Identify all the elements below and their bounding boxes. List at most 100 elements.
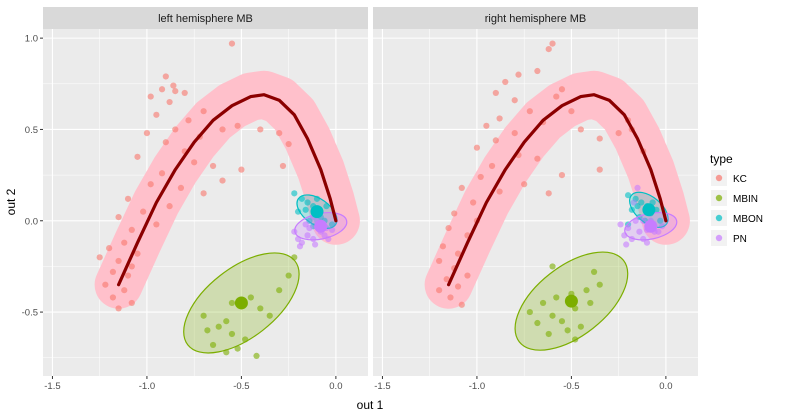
- data-point-kc: [140, 208, 147, 215]
- data-point-pn: [636, 228, 643, 235]
- data-point-kc: [147, 181, 154, 188]
- principal-curve-line: [117, 93, 338, 287]
- data-point-kc: [443, 276, 450, 283]
- data-point-mbin: [285, 272, 292, 279]
- data-point-kc: [162, 73, 169, 80]
- data-point-kc: [106, 245, 113, 252]
- data-point-kc: [170, 82, 177, 89]
- data-point-kc: [445, 224, 452, 232]
- legend-label-mbon: MBON: [733, 214, 763, 225]
- data-point-mbon: [624, 192, 632, 199]
- x-tick-label-right: -1.0: [469, 381, 485, 392]
- data-point-kc: [128, 263, 135, 270]
- data-point-kc: [257, 126, 264, 133]
- data-point-kc: [121, 239, 128, 246]
- data-point-kc: [124, 272, 132, 279]
- data-point-kc: [172, 126, 179, 133]
- data-point-kc: [477, 173, 484, 181]
- x-tick-label-left: -0.5: [233, 381, 249, 392]
- data-point-kc: [454, 283, 462, 290]
- legend-key-pn: [715, 234, 723, 242]
- data-point-mbin: [200, 312, 207, 319]
- x-axis-title: out 1: [357, 398, 384, 412]
- data-point-mbon: [302, 206, 309, 213]
- data-point-kc: [109, 294, 117, 301]
- data-point-kc: [521, 181, 528, 188]
- data-point-kc: [238, 166, 245, 173]
- data-point-mbin: [223, 318, 230, 325]
- legend-title: type: [710, 152, 733, 166]
- strip-right: [373, 7, 698, 29]
- data-point-kc: [200, 190, 207, 197]
- data-point-kc: [553, 93, 560, 100]
- data-point-mbin: [587, 299, 594, 307]
- x-axis-left: -1.5 -1.0 -0.5 0.0: [44, 376, 342, 392]
- data-point-pn: [310, 235, 317, 243]
- data-point-mbin: [549, 312, 556, 319]
- data-point-kc: [549, 40, 556, 47]
- data-point-kc: [596, 135, 603, 142]
- data-point-kc: [502, 78, 509, 86]
- y-axis: -0.5 0.0 0.5 1.0: [22, 34, 43, 319]
- x-tick-label-left: 0.0: [329, 381, 342, 392]
- data-point-mbon: [294, 208, 302, 215]
- data-point-kc: [496, 188, 503, 195]
- data-point-kc: [166, 98, 173, 106]
- centroid-pn: [644, 219, 658, 233]
- data-point-mbin: [228, 330, 236, 338]
- data-point-kc: [96, 254, 103, 261]
- data-point-mbin: [247, 294, 254, 301]
- data-point-mbin: [534, 319, 541, 327]
- data-point-mbin: [596, 281, 603, 288]
- strip-left: [43, 7, 368, 29]
- centroid-mbon: [310, 205, 324, 219]
- data-point-mbin: [577, 323, 584, 330]
- data-point-pn: [655, 228, 662, 235]
- data-point-kc: [492, 137, 499, 144]
- data-point-kc: [158, 170, 166, 177]
- data-point-kc: [134, 250, 141, 257]
- data-point-kc: [464, 272, 471, 279]
- data-point-pn: [302, 221, 309, 228]
- data-point-kc: [458, 301, 465, 308]
- data-point-mbin: [257, 305, 264, 312]
- data-point-pn: [634, 184, 641, 191]
- centroid-mbon: [642, 203, 656, 217]
- data-point-kc: [147, 93, 154, 100]
- principal-curve-line: [447, 93, 668, 287]
- data-point-kc: [496, 115, 503, 122]
- strip-title-right: right hemisphere MB: [485, 13, 587, 25]
- data-point-kc: [219, 126, 226, 133]
- data-point-kc: [511, 130, 518, 137]
- data-point-mbin: [583, 287, 590, 294]
- data-point-kc: [436, 257, 443, 265]
- data-point-kc: [128, 226, 135, 233]
- data-point-kc: [454, 250, 462, 257]
- panel-right: right hemisphere MB: [373, 7, 698, 376]
- legend-key-kc: [715, 174, 723, 182]
- x-tick-label-left: -1.0: [139, 381, 155, 392]
- data-point-mbin: [204, 327, 211, 334]
- data-point-kc: [115, 214, 122, 221]
- data-point-kc: [545, 190, 552, 197]
- data-point-mbin: [209, 341, 217, 349]
- y-tick-label: 0.0: [25, 216, 38, 227]
- data-point-mbin: [553, 294, 560, 301]
- data-point-mbon: [291, 190, 298, 197]
- data-point-kc: [515, 71, 522, 78]
- data-point-mbin: [545, 330, 552, 338]
- data-point-kc: [115, 305, 122, 312]
- data-point-kc: [200, 108, 207, 115]
- data-point-kc: [121, 287, 128, 294]
- data-point-kc: [615, 130, 622, 137]
- data-point-kc: [483, 122, 490, 129]
- data-point-kc: [447, 294, 454, 301]
- data-point-kc: [458, 184, 465, 191]
- y-tick-label: 1.0: [25, 34, 38, 45]
- data-point-kc: [128, 299, 135, 307]
- data-point-mbin: [276, 287, 283, 294]
- data-point-kc: [276, 130, 283, 137]
- plot-layers-left: [94, 40, 360, 360]
- data-point-pn: [623, 241, 630, 248]
